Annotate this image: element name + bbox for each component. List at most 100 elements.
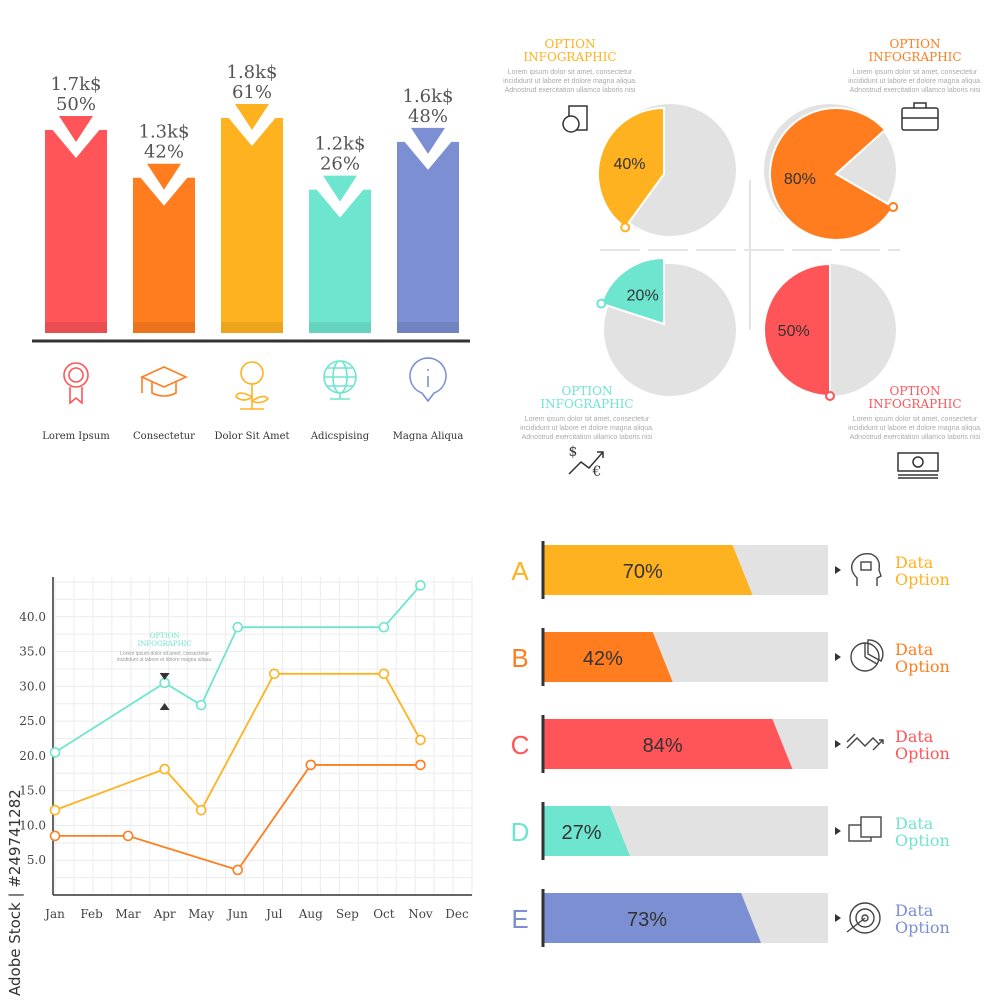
target-mid (855, 908, 875, 928)
bar-group: 1.8k$61% Dolor Sit Amet (214, 62, 289, 442)
bar-group: 1.6k$48% Magna Aliqua (393, 86, 464, 442)
row-letter: E (511, 904, 528, 934)
hbar-label: 27% (561, 822, 601, 844)
bar-value-label: 1.2k$ (315, 134, 366, 155)
bar-base-shade (221, 322, 283, 333)
bar-notch (51, 127, 101, 158)
bar-notch (139, 175, 189, 206)
bar-group: 1.3k$42% Consectetur (133, 122, 195, 442)
y-tick-label: 10.0 (19, 818, 46, 832)
documents-icon (848, 816, 882, 842)
y-tick-label: 20.0 (19, 749, 46, 763)
y-tick-label: 40.0 (19, 610, 46, 624)
bar-notch (403, 139, 453, 170)
briefcase-body (901, 107, 939, 131)
pie-title-line2: INFOGRAPHIC (868, 50, 961, 64)
pie-label: 20% (627, 288, 659, 305)
x-tick-label: Jan (43, 907, 65, 921)
report-pie (562, 115, 580, 133)
pie-title-line1: OPTION (890, 37, 941, 51)
series-point (378, 668, 390, 680)
hbar-pointer (835, 827, 841, 835)
series-point (415, 580, 426, 591)
x-tick-label: Dec (445, 907, 469, 921)
hbar-fill (543, 893, 762, 943)
x-tick-label: Feb (80, 907, 103, 921)
option-label-line1: Data (895, 814, 934, 833)
x-tick-label: Sep (336, 907, 359, 921)
bar (397, 141, 459, 333)
ribbon-outer (63, 362, 89, 388)
bar-base-shade (397, 322, 459, 333)
watermark-text: Adobe Stock | #249741282 (6, 789, 24, 996)
trend-arrows-icon (846, 733, 884, 751)
series-point (415, 759, 426, 771)
money-plant-icon (235, 361, 270, 410)
award-ribbon-icon (63, 362, 89, 405)
pie-title-line1: OPTION (562, 384, 613, 398)
banknote-icon (897, 452, 939, 479)
series-point (232, 621, 244, 633)
target-outer (849, 902, 881, 934)
bar-value-label: 1.6k$ (403, 86, 454, 107)
row-letter: D (511, 817, 530, 847)
hbar-pointer (835, 653, 841, 661)
bar-category-label: Magna Aliqua (393, 431, 464, 442)
lorem-text: Adnostrud exercitation ullamco laboris n… (850, 87, 981, 94)
stock-watermark: Adobe Stock | #249741282 (2, 760, 28, 1000)
hbar-label: 73% (627, 909, 667, 931)
lorem-text: Adnostrud exercitation ullamco laboris n… (850, 434, 981, 441)
pie-title-line2: INFOGRAPHIC (540, 397, 633, 411)
lorem-text: Adnostrud exercitation ullamco laboris n… (522, 434, 653, 441)
x-tick-label: May (188, 907, 214, 921)
target-icon (846, 902, 881, 934)
pie-title-line2: INFOGRAPHIC (523, 50, 616, 64)
bar-category-label: Lorem Ipsum (42, 431, 110, 442)
plant-stem (235, 384, 270, 410)
bar-pointer (147, 163, 181, 190)
hbar-label: 84% (643, 735, 683, 757)
bar (221, 118, 283, 333)
hbar-label: 70% (623, 561, 663, 583)
series-point (159, 763, 170, 775)
pie-marker (596, 298, 607, 309)
bar-value-label: 1.7k$ (51, 74, 102, 95)
y-tick-label: 25.0 (19, 714, 46, 728)
option-label-line1: Data (895, 727, 934, 746)
row-letter: C (511, 730, 530, 760)
bar-category-label: Dolor Sit Amet (214, 431, 289, 442)
lorem-text: Lorem ipsum dolor sit amet, consectetur (525, 416, 650, 423)
lorem-text: incididunt ut labore et dolore magna ali… (503, 78, 637, 85)
series-point (268, 668, 280, 680)
row-letter: A (511, 556, 529, 586)
pie-title-line2: INFOGRAPHIC (868, 397, 961, 411)
bar-percent-label: 61% (232, 82, 272, 103)
series-point (232, 864, 244, 876)
bar-category-label: Adicspising (310, 431, 370, 442)
series-point (415, 734, 426, 746)
hbar-pointer (835, 566, 841, 574)
pin-shape (409, 357, 447, 403)
ribbon-inner (68, 367, 84, 383)
report-chart-icon (562, 105, 588, 133)
bar-chart: 1.7k$50%Lorem Ipsum1.3k$42%Consectetur1.… (32, 62, 470, 442)
pie-charts-panel: 40% OPTION INFOGRAPHIC Lorem ipsum dolor si… (500, 0, 1000, 500)
annotation-arrow-down (159, 673, 170, 680)
option-label-line2: Option (895, 831, 950, 850)
series-point (49, 747, 61, 758)
series-point (195, 699, 207, 711)
bar-base-shade (309, 322, 371, 333)
option-label-line1: Data (895, 901, 934, 920)
bar-percent-label: 42% (144, 142, 184, 163)
annotation-lorem: incididunt ut labore et dolore magna ali… (117, 657, 213, 663)
lorem-text: incididunt ut labore et dolore magna ali… (848, 425, 982, 432)
cap-base (151, 382, 177, 397)
hbar-label: 42% (583, 648, 623, 670)
pie-wedge (864, 639, 884, 665)
